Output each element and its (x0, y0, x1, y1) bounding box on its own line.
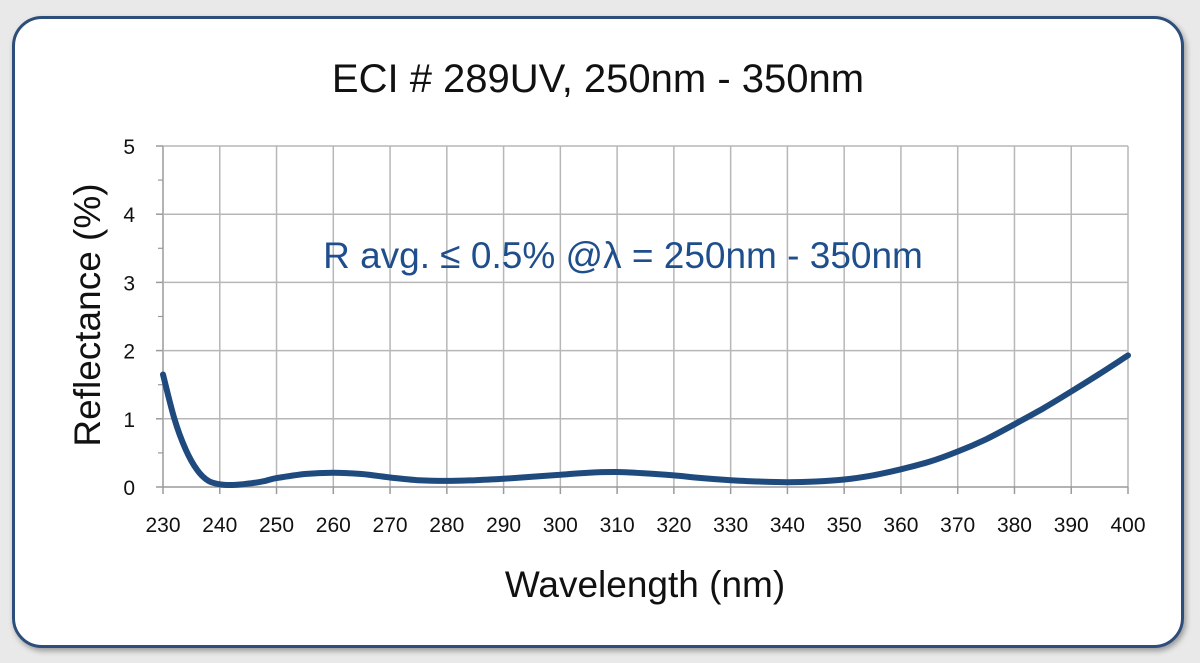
y-axis-ticks: 0 1 2 3 4 5 (123, 136, 163, 500)
x-tick-label: 330 (713, 514, 748, 537)
x-tick-label: 370 (940, 514, 975, 537)
x-tick-label: 270 (373, 514, 408, 537)
reflectance-series-line (160, 352, 1131, 488)
x-tick-label: 250 (259, 514, 294, 537)
x-tick-label: 380 (997, 514, 1032, 537)
x-tick-label: 350 (827, 514, 862, 537)
x-tick-label: 230 (145, 514, 180, 537)
chart-card (12, 16, 1184, 648)
x-tick-label: 320 (656, 514, 691, 537)
y-tick-label: 2 (123, 341, 135, 364)
y-tick-label: 3 (123, 272, 135, 295)
x-tick-label: 360 (883, 514, 918, 537)
x-tick-label: 300 (543, 514, 578, 537)
x-tick-label: 400 (1110, 514, 1145, 537)
x-tick-label: 340 (770, 514, 805, 537)
x-tick-label: 280 (429, 514, 464, 537)
chart-title: ECI # 289UV, 250nm - 350nm (332, 57, 864, 101)
x-tick-label: 260 (316, 514, 351, 537)
x-tick-label: 290 (486, 514, 521, 537)
y-tick-label: 1 (123, 409, 135, 432)
grid (162, 145, 1129, 488)
y-tick-label: 5 (123, 136, 135, 159)
x-axis-title: Wavelength (nm) (505, 564, 785, 605)
x-axis-ticks: 230 240 250 260 270 280 290 300 310 320 330 340 350 3… (145, 487, 1146, 537)
x-tick-label: 310 (600, 514, 635, 537)
y-tick-label: 4 (123, 204, 135, 227)
chart-annotation: R avg. ≤ 0.5% @λ = 250nm - 350nm (323, 235, 923, 276)
y-tick-label: 0 (123, 477, 135, 500)
x-tick-label: 390 (1054, 514, 1089, 537)
x-tick-label: 240 (202, 514, 237, 537)
y-axis-title: Reflectance (%) (67, 183, 108, 446)
